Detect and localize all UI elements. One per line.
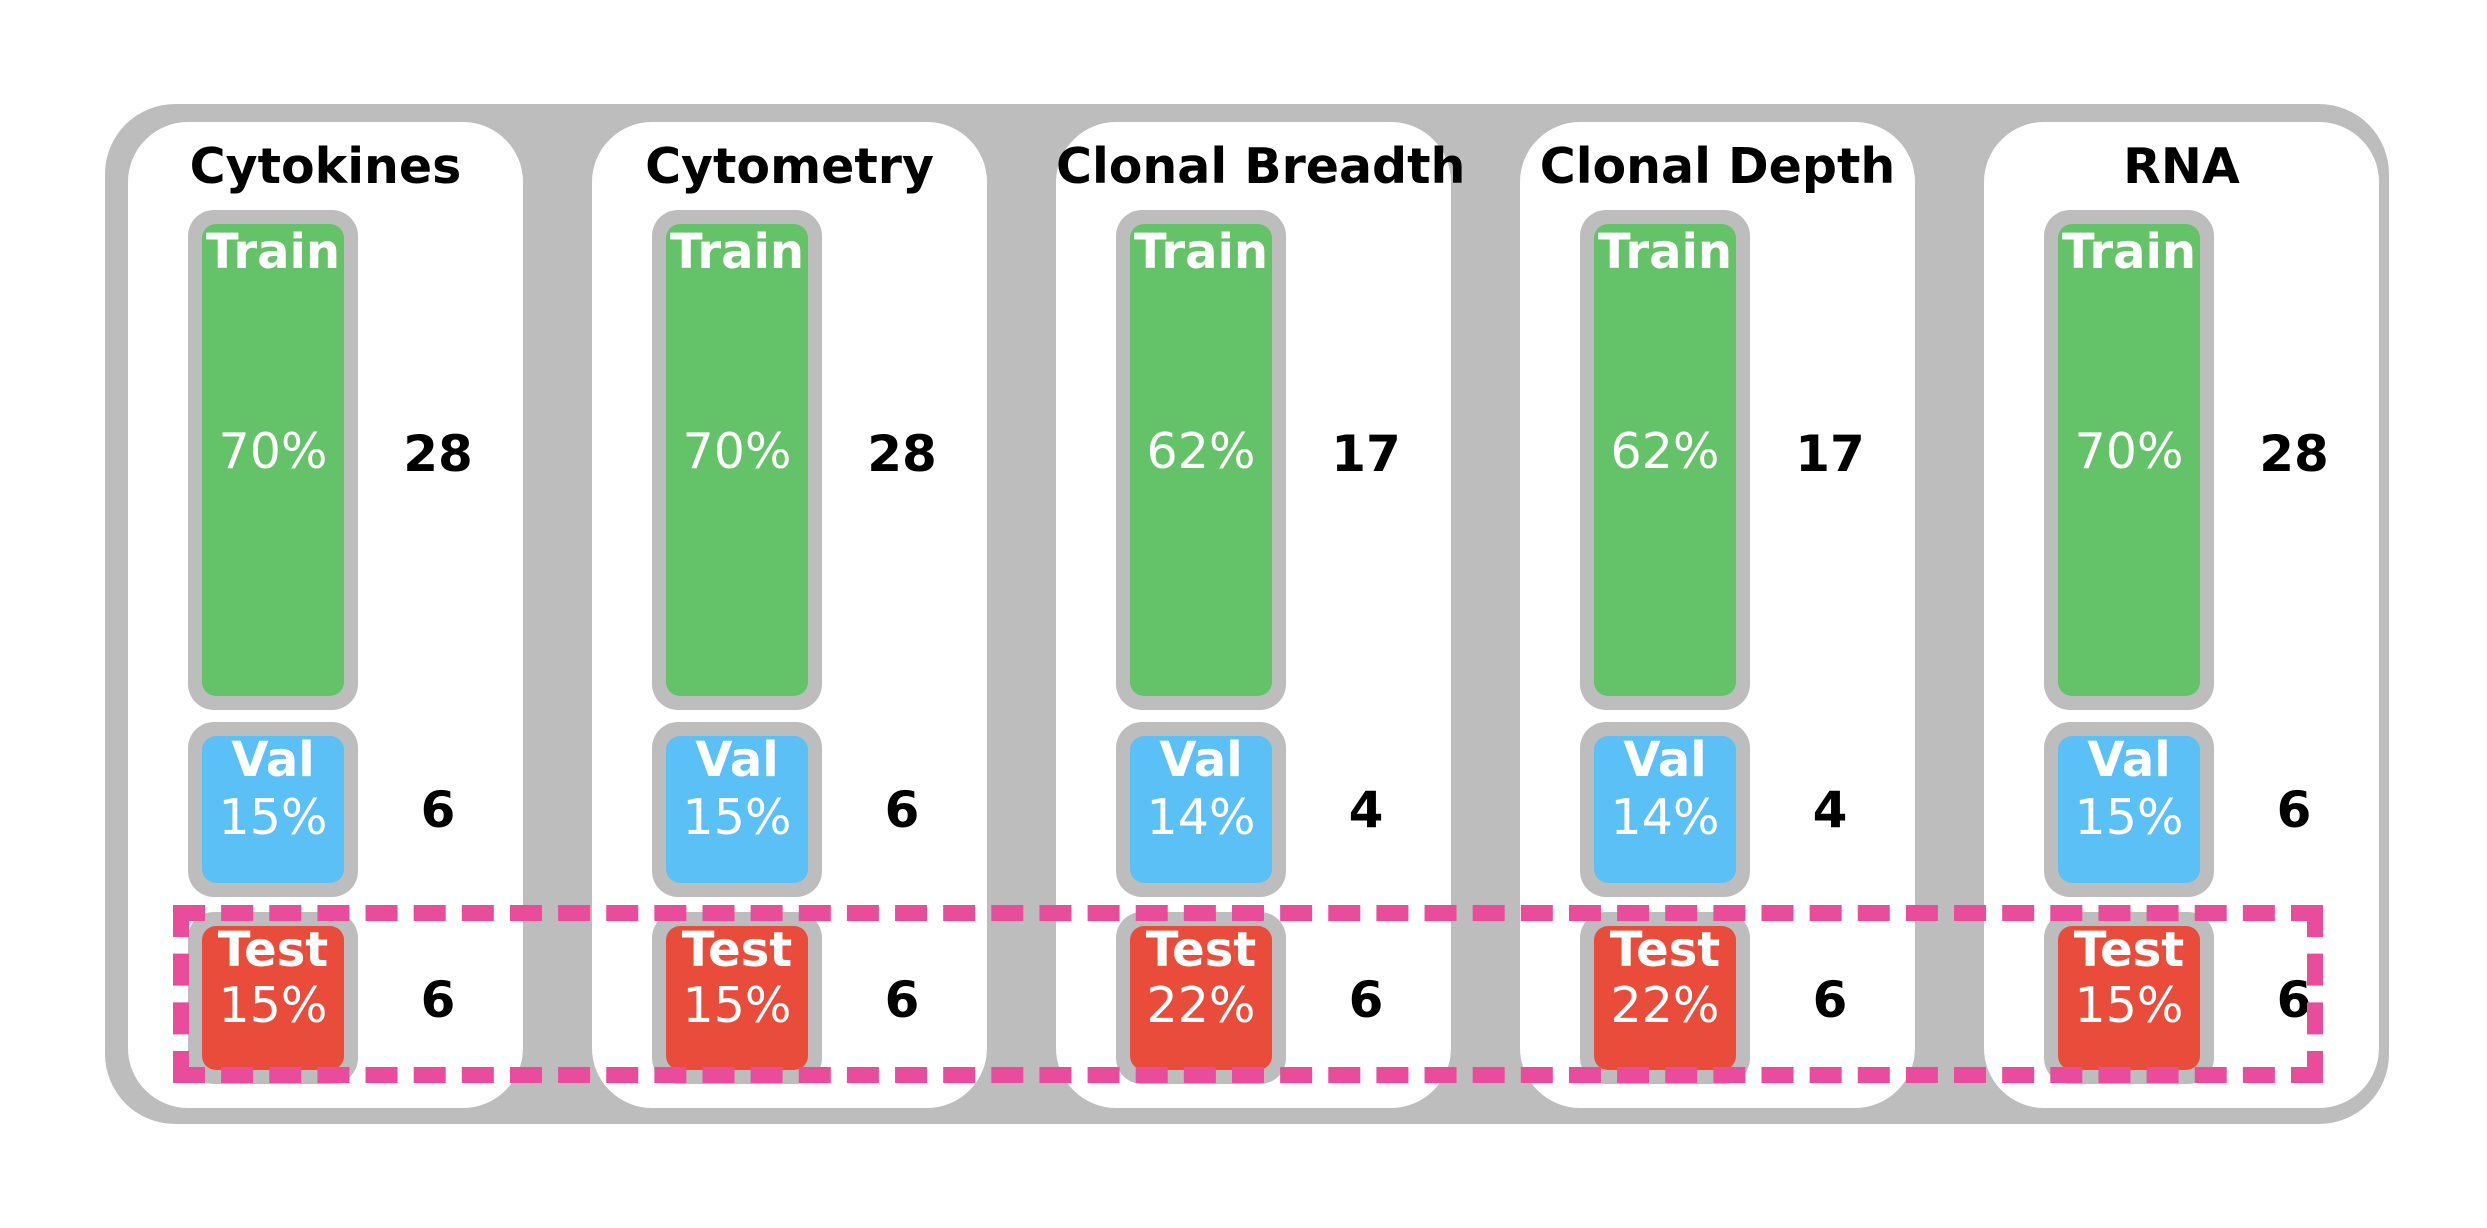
- val-percent: 15%: [218, 789, 328, 846]
- test-split-box: Test 15%: [652, 912, 822, 1084]
- train-label: Train: [669, 224, 805, 280]
- val-label: Val: [231, 732, 315, 788]
- test-split-fill: Test 22%: [1130, 922, 1272, 1070]
- test-label: Test: [217, 922, 329, 978]
- panel-title: Cytometry: [645, 138, 934, 195]
- train-percent: 62%: [1610, 423, 1720, 480]
- test-label: Test: [1609, 922, 1721, 978]
- train-label: Train: [1133, 224, 1269, 280]
- test-percent: 15%: [2074, 977, 2184, 1034]
- test-percent: 22%: [1610, 977, 1720, 1034]
- train-split-box: Train 62%: [1580, 210, 1750, 710]
- val-label: Val: [695, 732, 779, 788]
- val-split-fill: Val 15%: [2058, 732, 2200, 883]
- val-count: 4: [1348, 781, 1384, 839]
- train-split-fill: Train 62%: [1594, 224, 1736, 696]
- test-highlight-box: [173, 905, 2323, 1083]
- train-split-fill: Train 70%: [202, 224, 344, 696]
- panel-title: RNA: [2123, 138, 2240, 195]
- test-split-fill: Test 15%: [202, 922, 344, 1070]
- panel-title: Clonal Depth: [1539, 138, 1896, 195]
- train-percent: 70%: [218, 423, 328, 480]
- train-split-box: Train 70%: [2044, 210, 2214, 710]
- val-percent: 15%: [2074, 789, 2184, 846]
- test-percent: 15%: [218, 977, 328, 1034]
- train-split-box: Train 70%: [188, 210, 358, 710]
- test-split-fill: Test 15%: [2058, 922, 2200, 1070]
- train-split-box: Train 62%: [1116, 210, 1286, 710]
- test-count: 6: [1812, 971, 1848, 1029]
- val-split-box: Val 14%: [1580, 722, 1750, 897]
- train-split-fill: Train 70%: [666, 224, 808, 696]
- test-split-box: Test 22%: [1116, 912, 1286, 1084]
- val-split-box: Val 15%: [188, 722, 358, 897]
- panel-title: Clonal Breadth: [1056, 138, 1466, 195]
- val-percent: 15%: [682, 789, 792, 846]
- val-split-box: Val 15%: [2044, 722, 2214, 897]
- test-count: 6: [420, 971, 456, 1029]
- panel-title: Cytokines: [189, 138, 462, 195]
- test-label: Test: [681, 922, 793, 978]
- val-percent: 14%: [1610, 789, 1720, 846]
- val-split-box: Val 15%: [652, 722, 822, 897]
- train-split-fill: Train 62%: [1130, 224, 1272, 696]
- test-label: Test: [1145, 922, 1257, 978]
- train-count: 17: [1795, 425, 1865, 483]
- train-count: 28: [403, 425, 473, 483]
- train-percent: 70%: [2074, 423, 2184, 480]
- test-percent: 22%: [1146, 977, 1256, 1034]
- train-count: 28: [2259, 425, 2329, 483]
- train-percent: 70%: [682, 423, 792, 480]
- test-split-box: Test 15%: [2044, 912, 2214, 1084]
- test-count: 6: [2276, 971, 2312, 1029]
- val-label: Val: [1623, 732, 1707, 788]
- val-count: 6: [2276, 781, 2312, 839]
- test-split-box: Test 15%: [188, 912, 358, 1084]
- val-split-fill: Val 14%: [1594, 732, 1736, 883]
- test-label: Test: [2073, 922, 2185, 978]
- train-percent: 62%: [1146, 423, 1256, 480]
- test-percent: 15%: [682, 977, 792, 1034]
- train-label: Train: [205, 224, 341, 280]
- val-split-box: Val 14%: [1116, 722, 1286, 897]
- val-label: Val: [1159, 732, 1243, 788]
- train-count: 28: [867, 425, 937, 483]
- train-label: Train: [1597, 224, 1733, 280]
- test-count: 6: [884, 971, 920, 1029]
- train-count: 17: [1331, 425, 1401, 483]
- train-label: Train: [2061, 224, 2197, 280]
- val-split-fill: Val 14%: [1130, 732, 1272, 883]
- val-split-fill: Val 15%: [202, 732, 344, 883]
- val-count: 6: [420, 781, 456, 839]
- train-split-fill: Train 70%: [2058, 224, 2200, 696]
- test-split-fill: Test 15%: [666, 922, 808, 1070]
- val-split-fill: Val 15%: [666, 732, 808, 883]
- val-label: Val: [2087, 732, 2171, 788]
- val-count: 6: [884, 781, 920, 839]
- val-percent: 14%: [1146, 789, 1256, 846]
- train-split-box: Train 70%: [652, 210, 822, 710]
- test-count: 6: [1348, 971, 1384, 1029]
- test-split-box: Test 22%: [1580, 912, 1750, 1084]
- val-count: 4: [1812, 781, 1848, 839]
- test-split-fill: Test 22%: [1594, 922, 1736, 1070]
